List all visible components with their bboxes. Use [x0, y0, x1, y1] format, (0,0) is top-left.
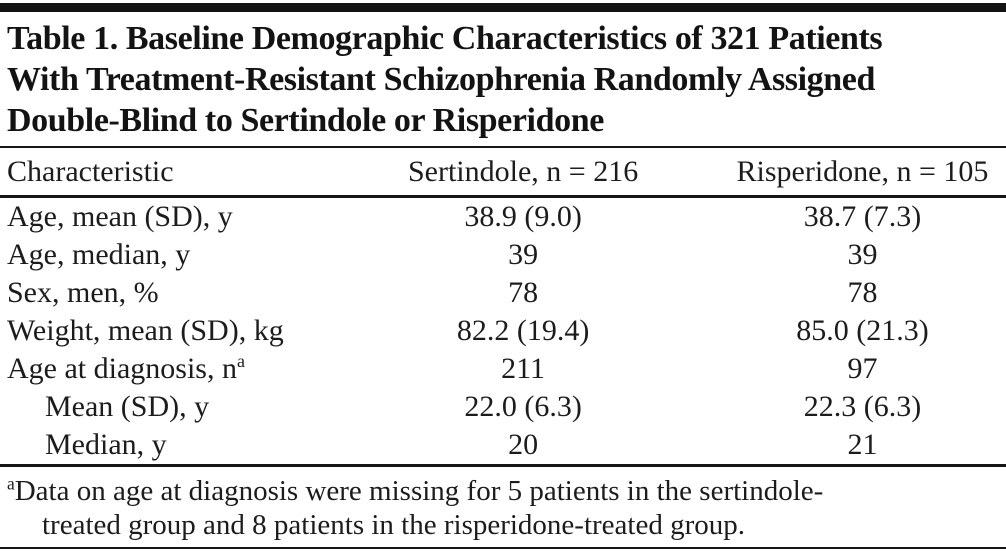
table-subrow: Median, y 20 21 — [0, 426, 1006, 464]
footnote-line-1: aData on age at diagnosis were missing f… — [7, 474, 1006, 508]
row-label-text: Median, y — [45, 428, 167, 461]
row-label-superscript-a: a — [236, 351, 245, 371]
table-title: Table 1. Baseline Demographic Characteri… — [7, 18, 1006, 141]
demographics-table: Characteristic Sertindole, n = 216 Rispe… — [0, 148, 1006, 464]
row-label-text: Weight, mean (SD), kg — [7, 314, 284, 347]
rule-below-title — [0, 146, 1006, 148]
row-label-text: Age at diagnosis, n — [7, 352, 237, 385]
table-row: Age, median, y 39 39 — [0, 236, 1006, 274]
cell-sertindole: 20 — [508, 428, 539, 461]
bottom-divider-rule — [0, 547, 1006, 549]
row-label: Mean (SD), y — [0, 388, 382, 426]
row-label: Age, median, y — [0, 236, 382, 274]
table-body: Age, mean (SD), y 38.9 (9.0) 38.7 (7.3) … — [0, 197, 1006, 465]
table-row: Sex, men, % 78 78 — [0, 274, 1006, 312]
row-label: Median, y — [0, 426, 382, 464]
table-footnote: aData on age at diagnosis were missing f… — [7, 474, 1006, 542]
cell-risperidone: 22.3 (6.3) — [803, 390, 922, 423]
cell-sertindole: 39 — [508, 238, 539, 271]
table-header: Characteristic Sertindole, n = 216 Rispe… — [0, 148, 1006, 198]
row-label-text: Age, mean (SD), y — [7, 200, 233, 233]
table-title-line-3: Double-Blind to Sertindole or Risperidon… — [7, 102, 604, 139]
cell-risperidone: 21 — [847, 428, 878, 461]
table-row: Age at diagnosis, na 211 97 — [0, 350, 1006, 388]
column-header-sertindole: Sertindole, n = 216 — [382, 148, 664, 198]
column-header-characteristic: Characteristic — [0, 148, 383, 198]
row-label-text: Mean (SD), y — [45, 390, 210, 423]
row-label: Weight, mean (SD), kg — [0, 312, 382, 350]
cell-sertindole: 78 — [508, 276, 539, 309]
footnote-marker: a — [7, 473, 15, 494]
cell-sertindole: 38.9 (9.0) — [464, 200, 582, 233]
row-label-text: Sex, men, % — [7, 276, 159, 309]
table-subrow: Mean (SD), y 22.0 (6.3) 22.3 (6.3) — [0, 388, 1006, 426]
header-row: Characteristic Sertindole, n = 216 Rispe… — [0, 148, 1006, 198]
row-label: Sex, men, % — [0, 274, 382, 312]
cell-risperidone: 85.0 (21.3) — [796, 314, 929, 347]
top-divider-bar — [0, 3, 1006, 12]
footnote-line-2: treated group and 8 patients in the risp… — [42, 509, 746, 541]
rule-above-footnote — [0, 464, 1006, 467]
table-row: Age, mean (SD), y 38.9 (9.0) 38.7 (7.3) — [0, 197, 1006, 237]
row-label-text: Age, median, y — [7, 238, 191, 271]
cell-risperidone: 78 — [847, 276, 878, 309]
table-title-line-1: Table 1. Baseline Demographic Characteri… — [7, 20, 883, 57]
footnote-text-1: Data on age at diagnosis were missing fo… — [14, 475, 824, 507]
cell-risperidone: 97 — [847, 352, 878, 385]
cell-sertindole: 211 — [501, 352, 546, 385]
row-label: Age, mean (SD), y — [0, 197, 382, 237]
cell-risperidone: 39 — [847, 238, 878, 271]
row-label: Age at diagnosis, na — [0, 350, 382, 388]
table-title-line-2: With Treatment-Resistant Schizophrenia R… — [7, 61, 875, 98]
cell-risperidone: 38.7 (7.3) — [803, 200, 922, 233]
column-header-risperidone: Risperidone, n = 105 — [663, 148, 1006, 198]
cell-sertindole: 22.0 (6.3) — [464, 390, 582, 423]
table-row: Weight, mean (SD), kg 82.2 (19.4) 85.0 (… — [0, 312, 1006, 350]
cell-sertindole: 82.2 (19.4) — [456, 314, 590, 347]
